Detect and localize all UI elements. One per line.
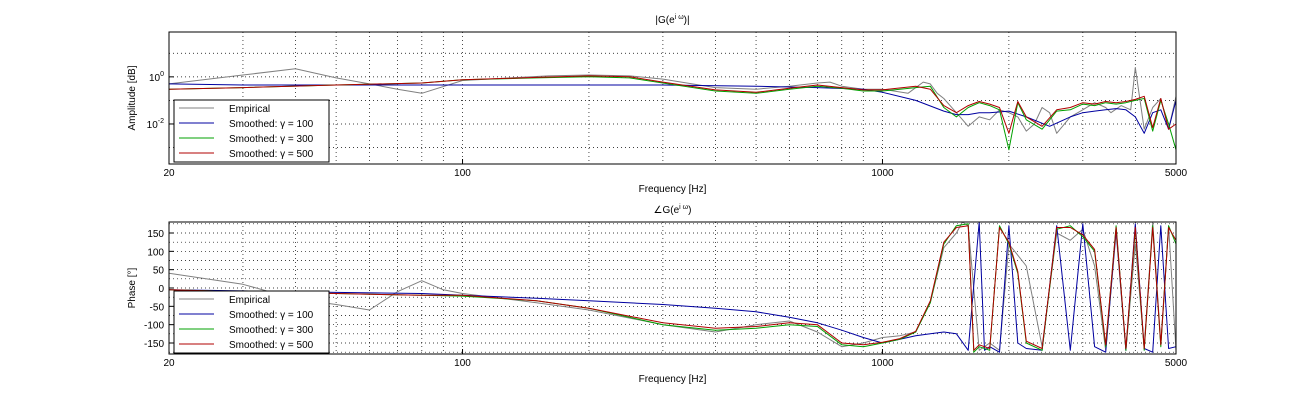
- x-axis-label: Frequency [Hz]: [639, 374, 707, 385]
- series-line-2: [168, 83, 1177, 134]
- x-tick-label: 100: [454, 168, 471, 179]
- plot-area: [169, 222, 1176, 354]
- chart-title: ∠G(ei ω): [654, 204, 692, 216]
- x-tick-label: 5000: [1165, 168, 1188, 179]
- y-axis-label: Amplitude [dB]: [127, 65, 138, 130]
- legend-entry: Empirical: [229, 104, 270, 115]
- series-line-3: [168, 76, 1177, 151]
- x-tick-label: 100: [454, 358, 471, 369]
- y-tick-label: 50: [153, 266, 165, 277]
- y-tick-label: 150: [147, 229, 164, 240]
- legend-entry: Smoothed: γ = 500: [229, 149, 314, 160]
- axes-frame: [168, 31, 1177, 165]
- legend-entry: Smoothed: γ = 100: [229, 119, 314, 130]
- chart-1: 20 100 1000 5000 100 10-2 |G(ei ω)| Frequency […: [127, 14, 1188, 195]
- plot-area: [169, 32, 1176, 164]
- legend-box: [173, 290, 330, 354]
- x-tick-label: 20: [163, 168, 175, 179]
- legend-entry: Empirical: [229, 295, 270, 306]
- series-line-4: [168, 75, 1177, 134]
- legend-entry: Smoothed: γ = 300: [229, 134, 314, 145]
- x-tick-label: 1000: [871, 358, 894, 369]
- legend: Empirical Smoothed: γ = 100 Smoothed: γ = …: [173, 99, 330, 163]
- chart-title: |G(ei ω)|: [655, 14, 689, 26]
- y-tick-label: 100: [149, 71, 164, 84]
- y-tick-label: 10-2: [147, 118, 164, 131]
- y-tick-label: 100: [147, 247, 164, 258]
- chart-2: 20 100 1000 5000 150 100 50 0 -50 -100 -150 ∠G(ei ω…: [127, 204, 1188, 385]
- x-axis-label: Frequency [Hz]: [639, 184, 707, 195]
- y-axis-label: Phase [°]: [127, 267, 138, 308]
- legend-box: [173, 99, 330, 163]
- x-tick-label: 5000: [1165, 358, 1188, 369]
- x-tick-label: 20: [163, 358, 175, 369]
- y-tick-label: -50: [150, 302, 165, 313]
- series-line-1: [168, 67, 1177, 134]
- x-tick-label: 1000: [871, 168, 894, 179]
- y-tick-label: -150: [144, 339, 164, 350]
- series-line-4: [168, 225, 1177, 351]
- legend-entry: Smoothed: γ = 300: [229, 325, 314, 336]
- y-tick-label: 0: [158, 284, 164, 295]
- legend: Empirical Smoothed: γ = 100 Smoothed: γ = …: [173, 290, 330, 354]
- legend-entry: Smoothed: γ = 500: [229, 340, 314, 351]
- y-tick-label: -100: [144, 321, 164, 332]
- legend-entry: Smoothed: γ = 100: [229, 310, 314, 321]
